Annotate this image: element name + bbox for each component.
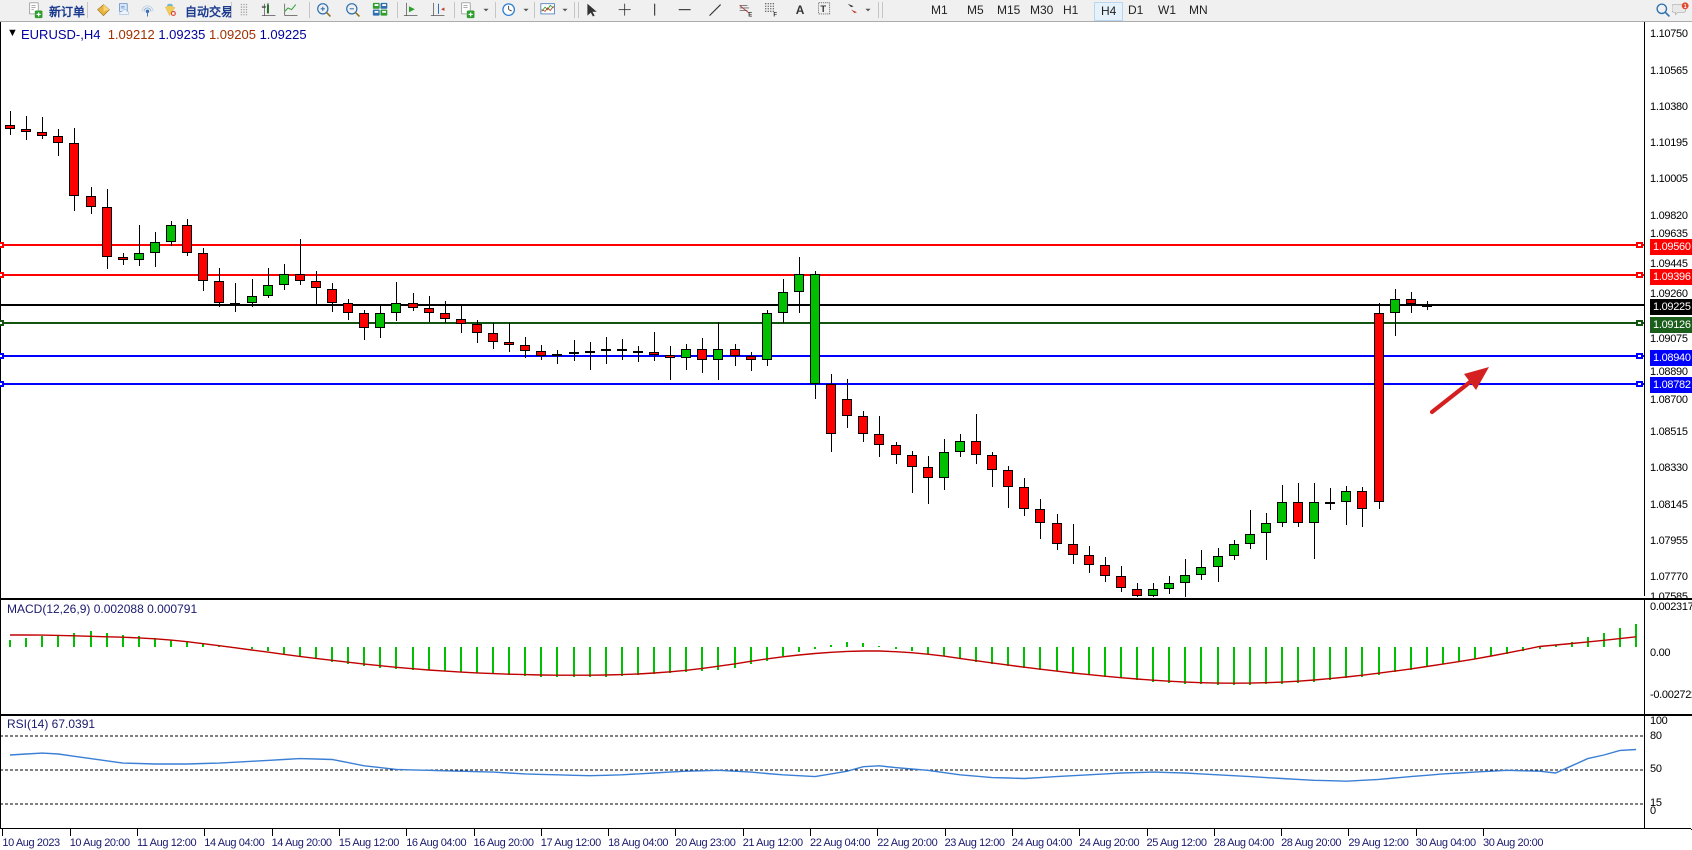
svg-text:A: A: [796, 3, 805, 17]
svg-text:T: T: [820, 4, 826, 14]
svg-text:1: 1: [1684, 4, 1687, 10]
svg-text:F: F: [773, 12, 777, 18]
svg-text:E: E: [748, 12, 752, 18]
